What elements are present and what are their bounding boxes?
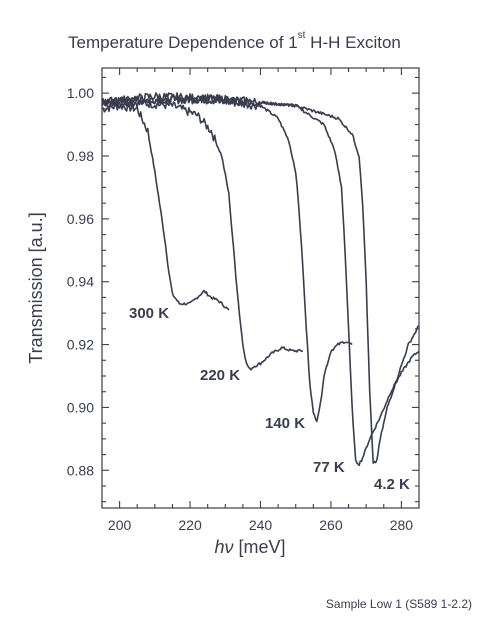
- sample-footnote: Sample Low 1 (S589 1-2.2): [326, 597, 472, 611]
- x-tick-label: 240: [249, 517, 273, 533]
- x-axis-label-unit: [meV]: [234, 537, 286, 557]
- series-line-3: [101, 94, 420, 467]
- y-tick-label: 0.98: [67, 148, 94, 164]
- y-tick-label: 0.90: [67, 399, 94, 415]
- x-tick-label: 280: [390, 517, 414, 533]
- x-tick-label: 200: [108, 517, 132, 533]
- series-lines: [101, 92, 420, 467]
- y-tick-label: 0.96: [67, 211, 94, 227]
- label-4-2k: 4.2 K: [374, 476, 410, 493]
- y-tick-label: 0.94: [67, 274, 94, 290]
- label-300k: 300 K: [129, 305, 169, 322]
- label-77k: 77 K: [313, 459, 345, 476]
- x-axis-label: hν [meV]: [214, 537, 285, 557]
- y-tick-label: 0.88: [67, 462, 94, 478]
- y-tick-label: 0.92: [67, 337, 94, 353]
- chart-title: Temperature Dependence of 1st H-H Excito…: [68, 30, 401, 52]
- y-tick-label: 1.00: [67, 85, 94, 101]
- label-140k: 140 K: [265, 415, 305, 432]
- x-tick-label: 220: [178, 517, 202, 533]
- chart-title-superscript: st: [298, 30, 306, 41]
- series-line-0: [101, 102, 230, 311]
- axis-ticks: 200 220 240 260 280 0.88 0.90 0.92 0.94 0.96 0.98 1…: [67, 68, 420, 533]
- y-axis-label: Transmission [a.u.]: [26, 212, 46, 363]
- chart-title-rest: H-H Exciton: [305, 33, 400, 52]
- label-220k: 220 K: [200, 367, 240, 384]
- chart-title-main: Temperature Dependence of 1: [68, 33, 298, 52]
- series-line-4: [101, 92, 420, 464]
- x-tick-label: 260: [319, 517, 343, 533]
- series-line-1: [101, 98, 304, 371]
- x-axis-label-symbol: hν: [214, 537, 233, 557]
